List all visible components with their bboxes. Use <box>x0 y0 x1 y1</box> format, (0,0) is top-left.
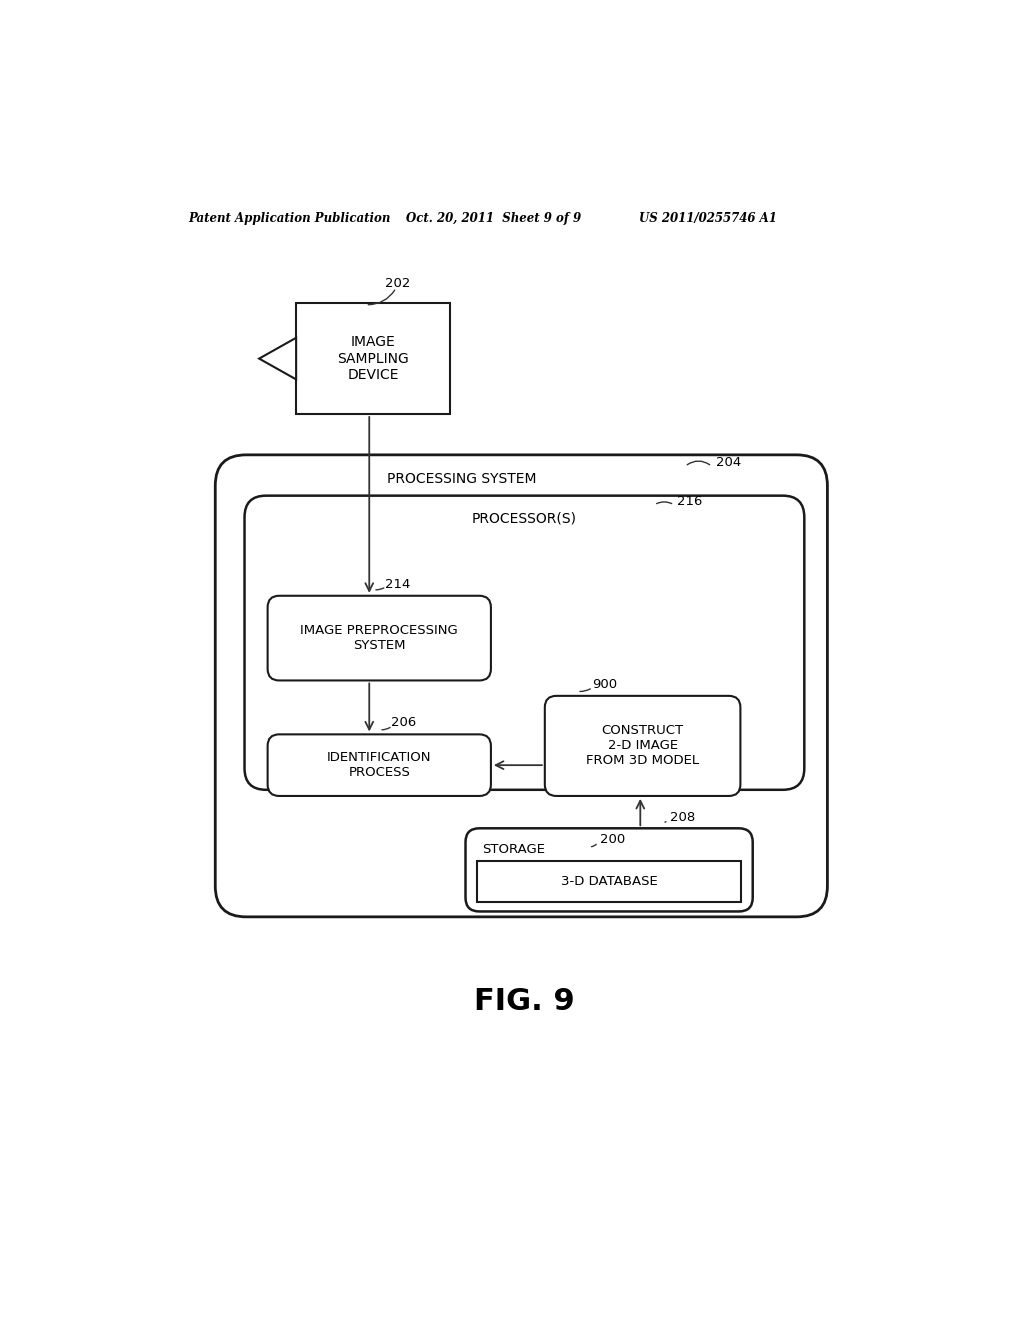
Text: IMAGE PREPROCESSING
SYSTEM: IMAGE PREPROCESSING SYSTEM <box>300 624 458 652</box>
Text: 216: 216 <box>677 495 702 508</box>
Text: Patent Application Publication: Patent Application Publication <box>188 213 391 224</box>
Text: Oct. 20, 2011  Sheet 9 of 9: Oct. 20, 2011 Sheet 9 of 9 <box>407 213 582 224</box>
FancyBboxPatch shape <box>267 595 490 681</box>
Text: 204: 204 <box>716 455 741 469</box>
Text: PROCESSOR(S): PROCESSOR(S) <box>472 512 577 525</box>
Text: US 2011/0255746 A1: US 2011/0255746 A1 <box>639 213 776 224</box>
Text: 900: 900 <box>593 677 617 690</box>
FancyBboxPatch shape <box>477 861 741 903</box>
Text: STORAGE: STORAGE <box>482 843 546 857</box>
FancyBboxPatch shape <box>267 734 490 796</box>
FancyBboxPatch shape <box>296 304 451 414</box>
Text: 214: 214 <box>385 578 410 591</box>
FancyBboxPatch shape <box>215 455 827 917</box>
Text: IMAGE
SAMPLING
DEVICE: IMAGE SAMPLING DEVICE <box>337 335 409 381</box>
FancyBboxPatch shape <box>245 496 804 789</box>
Text: CONSTRUCT
2-D IMAGE
FROM 3D MODEL: CONSTRUCT 2-D IMAGE FROM 3D MODEL <box>586 725 699 767</box>
Text: FIG. 9: FIG. 9 <box>474 987 575 1016</box>
FancyBboxPatch shape <box>466 829 753 911</box>
Text: 3-D DATABASE: 3-D DATABASE <box>561 875 657 888</box>
Text: 208: 208 <box>670 810 695 824</box>
Text: IDENTIFICATION
PROCESS: IDENTIFICATION PROCESS <box>327 751 431 779</box>
FancyBboxPatch shape <box>545 696 740 796</box>
Text: 200: 200 <box>600 833 626 846</box>
Polygon shape <box>259 338 296 379</box>
Text: 202: 202 <box>385 277 410 290</box>
Text: PROCESSING SYSTEM: PROCESSING SYSTEM <box>387 473 537 487</box>
Text: 206: 206 <box>391 717 416 730</box>
